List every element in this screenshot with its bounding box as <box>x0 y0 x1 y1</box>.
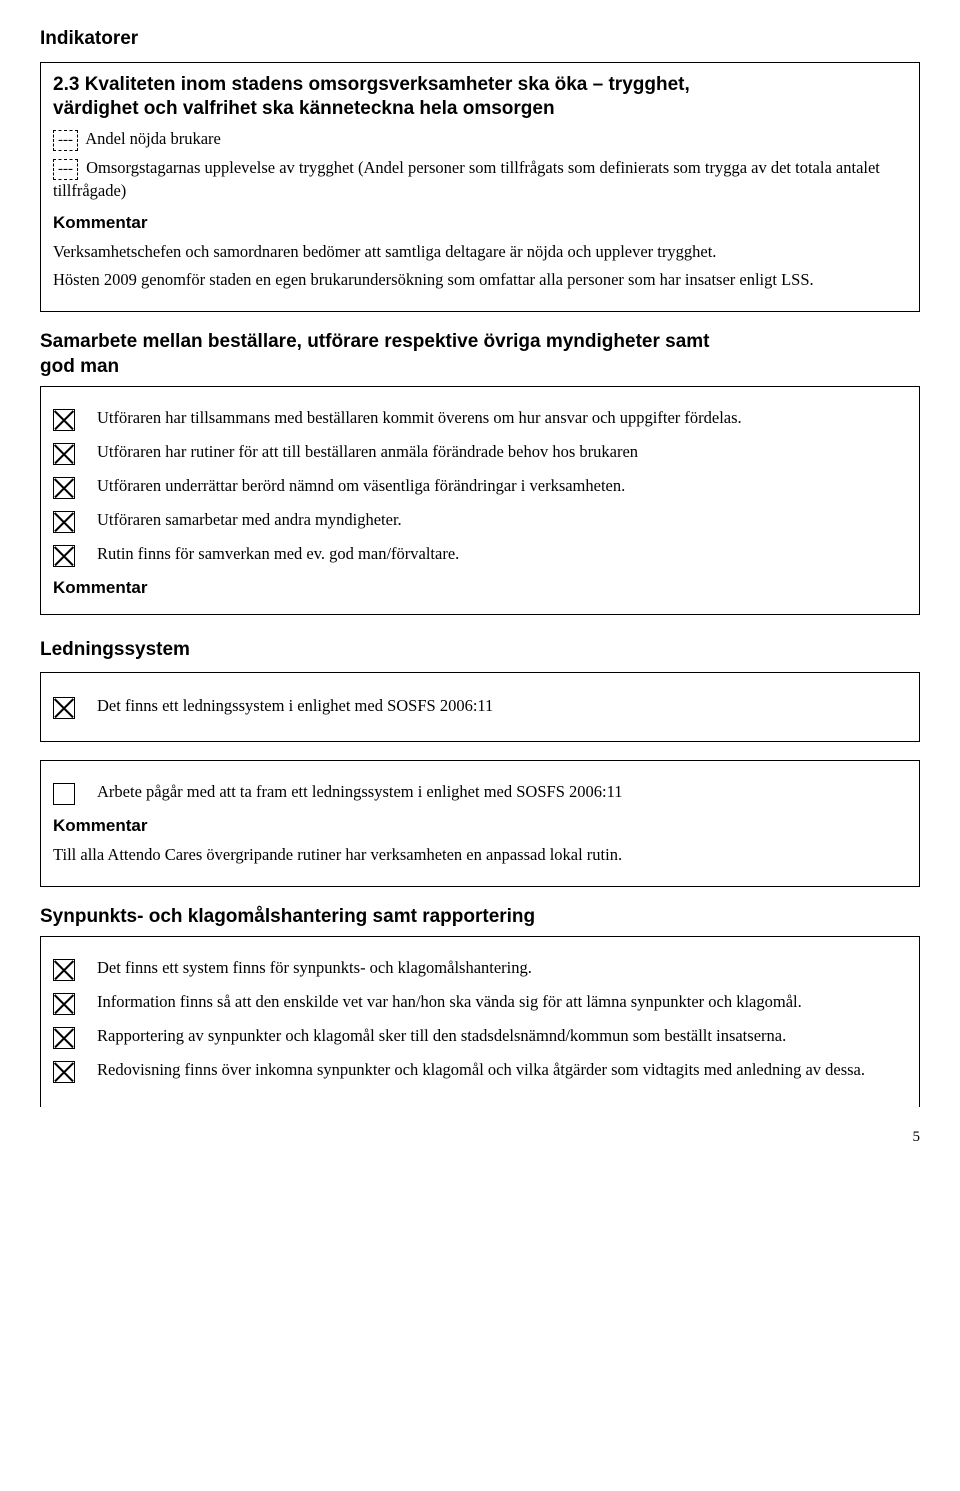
checkbox-icon <box>53 545 75 567</box>
check-row: Rapportering av synpunkter och klagomål … <box>53 1025 907 1049</box>
check-text: Det finns ett system finns för synpunkts… <box>97 957 907 979</box>
kommentar-label: Kommentar <box>53 212 907 235</box>
checkbox-icon <box>53 409 75 431</box>
box-ledning-1: Det finns ett ledningssystem i enlighet … <box>40 672 920 742</box>
check-row: Rutin finns för samverkan med ev. god ma… <box>53 543 907 567</box>
checkbox-icon <box>53 511 75 533</box>
heading-synpunkts: Synpunkts- och klagomålshantering samt r… <box>40 905 920 930</box>
checkbox-icon <box>53 697 75 719</box>
check-text: Utföraren har rutiner för att till bestä… <box>97 441 907 463</box>
checkbox-icon <box>53 959 75 981</box>
dashed-marker: --- <box>53 130 78 151</box>
check-row: Arbete pågår med att ta fram ett ledning… <box>53 781 907 805</box>
checkbox-icon <box>53 1061 75 1083</box>
check-text: Det finns ett ledningssystem i enlighet … <box>97 695 907 717</box>
checkbox-icon <box>53 477 75 499</box>
page-number: 5 <box>40 1127 920 1147</box>
box-ledning-2: Arbete pågår med att ta fram ett ledning… <box>40 760 920 887</box>
check-row: Utföraren har tillsammans med beställare… <box>53 407 907 431</box>
check-row: Utföraren har rutiner för att till bestä… <box>53 441 907 465</box>
kommentar-2: Hösten 2009 genomför staden en egen bruk… <box>53 269 907 291</box>
kommentar-1: Verksamhetschefen och samordnaren bedöme… <box>53 241 907 263</box>
heading-samarbete: Samarbete mellan beställare, utförare re… <box>40 330 920 379</box>
checkbox-icon <box>53 783 75 805</box>
indicator-1-text: Andel nöjda brukare <box>82 129 221 148</box>
check-text: Utföraren samarbetar med andra myndighet… <box>97 509 907 531</box>
check-text: Redovisning finns över inkomna synpunkte… <box>97 1059 907 1081</box>
heading-indikatorer: Indikatorer <box>40 26 920 52</box>
heading-samarbete-l1: Samarbete mellan beställare, utförare re… <box>40 331 710 352</box>
dashed-marker: --- <box>53 159 78 180</box>
heading-ledningssystem: Ledningssystem <box>40 637 920 663</box>
check-row: Information finns så att den enskilde ve… <box>53 991 907 1015</box>
heading-23-l1: 2.3 Kvaliteten inom stadens omsorgsverks… <box>53 74 690 95</box>
check-text: Utföraren har tillsammans med beställare… <box>97 407 907 429</box>
indicator-2-text: Omsorgstagarnas upplevelse av trygghet (… <box>53 158 880 200</box>
check-text: Utföraren underrättar berörd nämnd om vä… <box>97 475 907 497</box>
kommentar-label: Kommentar <box>53 815 907 838</box>
heading-23-l2: värdighet och valfrihet ska känneteckna … <box>53 98 555 119</box>
ledning-note: Till alla Attendo Cares övergripande rut… <box>53 844 907 866</box>
check-text: Rapportering av synpunkter och klagomål … <box>97 1025 907 1047</box>
indicator-row-1: --- Andel nöjda brukare <box>53 128 907 151</box>
check-text: Information finns så att den enskilde ve… <box>97 991 907 1013</box>
check-row: Det finns ett system finns för synpunkts… <box>53 957 907 981</box>
check-text: Rutin finns för samverkan med ev. god ma… <box>97 543 907 565</box>
box-synpunkts: Det finns ett system finns för synpunkts… <box>40 936 920 1107</box>
checkbox-icon <box>53 993 75 1015</box>
check-row: Utföraren underrättar berörd nämnd om vä… <box>53 475 907 499</box>
heading-23: 2.3 Kvaliteten inom stadens omsorgsverks… <box>53 73 907 122</box>
check-text: Arbete pågår med att ta fram ett ledning… <box>97 781 907 803</box>
box-samarbete: Utföraren har tillsammans med beställare… <box>40 386 920 615</box>
kommentar-label: Kommentar <box>53 577 907 600</box>
check-row: Det finns ett ledningssystem i enlighet … <box>53 695 907 719</box>
check-row: Utföraren samarbetar med andra myndighet… <box>53 509 907 533</box>
checkbox-icon <box>53 1027 75 1049</box>
indicator-row-2: --- Omsorgstagarnas upplevelse av tryggh… <box>53 157 907 202</box>
box-section23: 2.3 Kvaliteten inom stadens omsorgsverks… <box>40 62 920 313</box>
check-row: Redovisning finns över inkomna synpunkte… <box>53 1059 907 1083</box>
heading-samarbete-l2: god man <box>40 356 119 377</box>
checkbox-icon <box>53 443 75 465</box>
